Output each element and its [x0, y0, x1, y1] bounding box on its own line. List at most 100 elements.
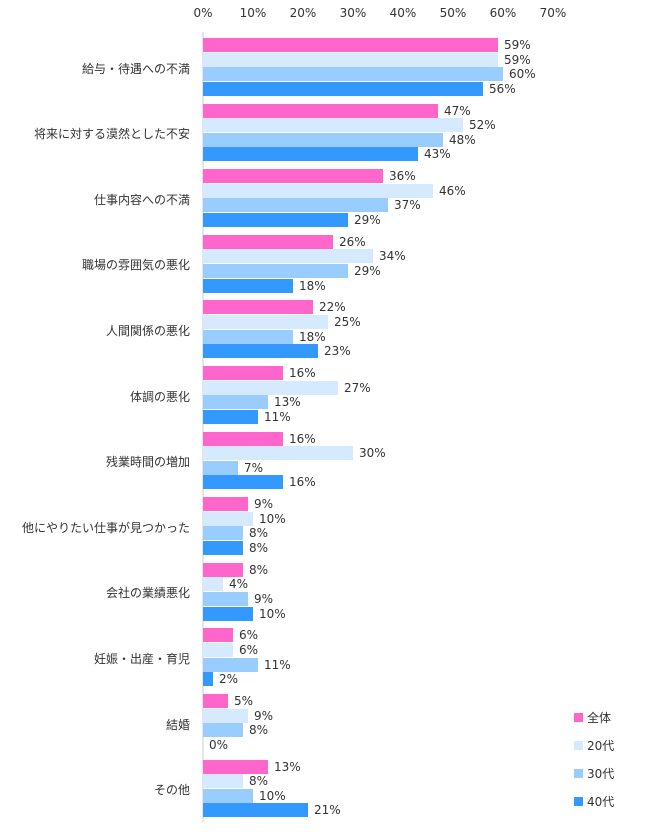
bar-20代 [203, 774, 243, 789]
legend-item: 全体 [574, 703, 614, 731]
y-axis-line [202, 32, 204, 822]
bar-value-label: 6% [239, 642, 259, 657]
bar-value-label: 5% [234, 694, 254, 708]
bar-value-label: 7% [244, 460, 264, 475]
bar-40代 [203, 606, 253, 621]
category-group: 他にやりたい仕事が見つかった 9% 10% 8% 8% [0, 497, 645, 557]
bar-全体 [203, 562, 243, 577]
bar-30代 [203, 198, 388, 213]
bar-value-label: 18% [299, 278, 326, 293]
bar-value-label: 25% [334, 314, 361, 329]
legend-label: 20代 [587, 738, 615, 753]
category-label: 体調の悪化 [129, 389, 190, 404]
bar-20代 [203, 183, 433, 198]
bar-30代 [203, 723, 243, 738]
category-group: 人間関係の悪化 22% 25% 18% 23% [0, 300, 645, 360]
bar-20代 [203, 52, 498, 67]
category-label: 職場の雰囲気の悪化 [81, 258, 190, 273]
bar-value-label: 36% [389, 169, 416, 184]
category-group: 給与・待遇への不満 59% 59% 60% 56% [0, 38, 645, 98]
bar-30代 [203, 67, 503, 82]
bar-20代 [203, 118, 463, 133]
category-label: 結婚 [165, 717, 190, 732]
bar-value-label: 56% [489, 81, 516, 96]
bar-value-label: 18% [299, 329, 326, 344]
bar-30代 [203, 788, 253, 803]
bar-全体 [203, 103, 438, 118]
x-tick-label: 30% [339, 6, 367, 20]
bar-value-label: 21% [314, 803, 341, 818]
legend-swatch-icon [574, 768, 583, 778]
category-group: 職場の雰囲気の悪化 26% 34% 29% 18% [0, 234, 645, 295]
bar-value-label: 8% [249, 526, 269, 541]
category-label: 仕事内容への不満 [93, 192, 190, 207]
legend-item: 30代 [574, 759, 614, 787]
bar-value-label: 8% [249, 562, 269, 577]
bar-value-label: 26% [339, 234, 366, 249]
bar-全体 [203, 694, 228, 708]
bar-value-label: 29% [354, 212, 381, 227]
bar-value-label: 23% [324, 344, 351, 359]
category-group: 会社の業績悪化 8% 4% 9% 10% [0, 562, 645, 623]
bar-value-label: 0% [209, 737, 229, 752]
x-tick-label: 10% [239, 6, 267, 20]
bar-40代 [203, 672, 213, 687]
bar-40代 [203, 81, 483, 96]
legend-item: 20代 [574, 731, 614, 759]
x-tick-label: 40% [389, 6, 417, 20]
x-tick-label: 60% [489, 6, 517, 20]
bar-40代 [203, 212, 348, 227]
bar-value-label: 9% [254, 708, 274, 723]
bar-20代 [203, 446, 353, 461]
bar-value-label: 8% [249, 774, 269, 789]
category-label: 妊娠・出産・育児 [93, 651, 190, 666]
bar-value-label: 4% [229, 577, 249, 592]
category-label: 他にやりたい仕事が見つかった [21, 520, 190, 535]
bar-value-label: 2% [219, 672, 239, 687]
bar-全体 [203, 628, 233, 643]
legend: 全体 20代 30代 40代 [574, 703, 614, 815]
bar-value-label: 52% [469, 118, 496, 133]
bar-20代 [203, 708, 248, 723]
bar-value-label: 60% [509, 67, 536, 82]
x-tick-label: 50% [439, 6, 467, 20]
bar-20代 [203, 249, 373, 264]
bar-40代 [203, 803, 308, 818]
category-group: 仕事内容への不満 36% 46% 37% 29% [0, 169, 645, 229]
bar-value-label: 10% [259, 511, 286, 526]
category-group: 妊娠・出産・育児 6% 6% 11% 2% [0, 628, 645, 688]
category-group: 残業時間の増加 16% 30% 7% 16% [0, 431, 645, 492]
legend-item: 40代 [574, 787, 614, 815]
legend-swatch-icon [574, 740, 583, 750]
bar-value-label: 9% [254, 497, 274, 512]
bar-40代 [203, 147, 418, 162]
bar-value-label: 16% [289, 431, 316, 446]
bar-value-label: 37% [394, 198, 421, 213]
bar-value-label: 59% [504, 52, 531, 67]
bar-value-label: 22% [319, 300, 346, 315]
bar-value-label: 27% [344, 380, 371, 395]
bar-value-label: 8% [249, 540, 269, 555]
category-label: 給与・待遇への不満 [81, 61, 190, 76]
x-tick-label: 0% [193, 6, 213, 20]
bar-40代 [203, 475, 283, 490]
bar-全体 [203, 366, 283, 380]
bar-30代 [203, 395, 268, 410]
legend-label: 30代 [587, 766, 615, 781]
bar-value-label: 59% [504, 38, 531, 52]
bar-value-label: 9% [254, 591, 274, 606]
bar-20代 [203, 642, 233, 657]
legend-label: 全体 [587, 710, 612, 725]
x-tick-label: 70% [539, 6, 567, 20]
bar-30代 [203, 460, 238, 475]
x-tick-label: 20% [289, 6, 317, 20]
bar-value-label: 16% [289, 475, 316, 490]
bar-全体 [203, 169, 383, 184]
bar-value-label: 30% [359, 446, 386, 461]
bar-全体 [203, 497, 248, 512]
bar-全体 [203, 300, 313, 315]
category-group: 結婚 5% 9% 8% 0% [0, 694, 645, 754]
bar-全体 [203, 234, 333, 249]
bar-30代 [203, 526, 243, 541]
bar-20代 [203, 380, 338, 395]
